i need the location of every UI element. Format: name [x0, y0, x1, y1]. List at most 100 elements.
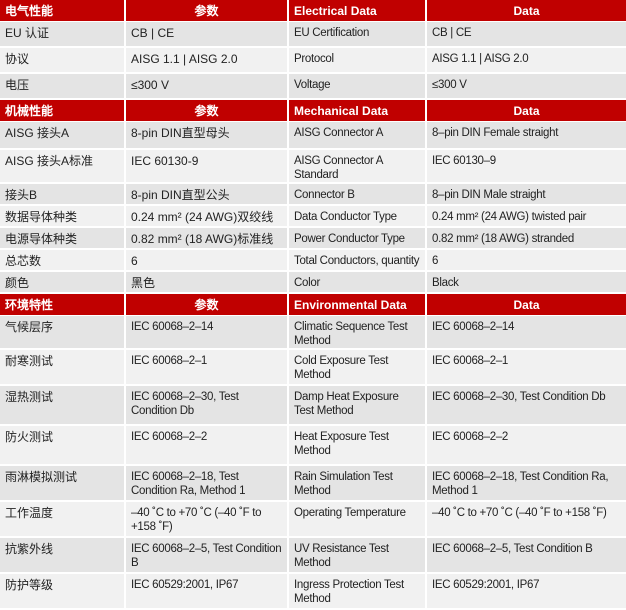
table-row: 数据导体种类 0.24 mm² (24 AWG)双绞线 Data Conductor…	[0, 205, 626, 228]
header-en-value: Data	[426, 99, 626, 122]
cn-label-cell: 湿热测试	[0, 385, 126, 426]
cn-label-cell: 气候层序	[0, 315, 126, 350]
table-row: 耐寒测试 IEC 60068–2–1 Cold Exposure Test Meth…	[0, 349, 626, 386]
cn-label-cell: 抗紫外线	[0, 537, 126, 574]
en-label-cell: AISG Connector A Standard	[288, 149, 427, 184]
table-row: 防火测试 IEC 60068–2–2 Heat Exposure Test Meth…	[0, 425, 626, 466]
cn-value-cell: IEC 60068–2–18, Test Condition Ra, Metho…	[125, 465, 289, 502]
cn-label-cell: 防护等级	[0, 573, 126, 610]
cn-label-cell: 耐寒测试	[0, 349, 126, 386]
en-value-cell: IEC 60068–2–18, Test Condition Ra, Metho…	[426, 465, 626, 502]
en-value-cell: IEC 60068–2–30, Test Condition Db	[426, 385, 626, 426]
cn-value-cell: 0.24 mm² (24 AWG)双绞线	[125, 205, 289, 228]
en-label-cell: Power Conductor Type	[288, 227, 427, 250]
table-row: 雨淋模拟测试 IEC 60068–2–18, Test Condition Ra,…	[0, 465, 626, 502]
table-row: 电源导体种类 0.82 mm² (18 AWG)标准线 Power Conducto…	[0, 227, 626, 250]
cn-value-cell: 6	[125, 249, 289, 272]
table-row: 颜色 黑色 Color Black	[0, 271, 626, 294]
cn-label-cell: 雨淋模拟测试	[0, 465, 126, 502]
header-en-label: Electrical Data	[288, 0, 427, 22]
header-en-label: Environmental Data	[288, 293, 427, 316]
en-label-cell: Color	[288, 271, 427, 294]
table-row: 总芯数 6 Total Conductors, quantity 6	[0, 249, 626, 272]
en-value-cell: Black	[426, 271, 626, 294]
en-value-cell: AISG 1.1 | AISG 2.0	[426, 47, 626, 74]
cn-value-cell: IEC 60068–2–14	[125, 315, 289, 350]
en-label-cell: Protocol	[288, 47, 427, 74]
en-value-cell: IEC 60529:2001, IP67	[426, 573, 626, 610]
table-row: 湿热测试 IEC 60068–2–30, Test Condition Db Dam…	[0, 385, 626, 426]
en-value-cell: IEC 60068–2–1	[426, 349, 626, 386]
en-value-cell: IEC 60068–2–14	[426, 315, 626, 350]
en-value-cell: 8–pin DIN Male straight	[426, 183, 626, 206]
header-cn-label: 机械性能	[0, 99, 126, 122]
en-value-cell: ≤300 V	[426, 73, 626, 100]
cn-value-cell: –40 ˚C to +70 ˚C (–40 ˚F to +158 ˚F)	[125, 501, 289, 538]
header-cn-label: 电气性能	[0, 0, 126, 22]
table-row: 电压 ≤300 V Voltage ≤300 V	[0, 73, 626, 100]
cn-label-cell: AISG 接头A	[0, 121, 126, 150]
table-row: AISG 接头A标准 IEC 60130-9 AISG Connector A St…	[0, 149, 626, 184]
en-label-cell: Operating Temperature	[288, 501, 427, 538]
en-value-cell: 6	[426, 249, 626, 272]
header-en-value: Data	[426, 293, 626, 316]
en-label-cell: UV Resistance Test Method	[288, 537, 427, 574]
header-cn-label: 环境特性	[0, 293, 126, 316]
cn-label-cell: 电源导体种类	[0, 227, 126, 250]
en-value-cell: 0.82 mm² (18 AWG) stranded	[426, 227, 626, 250]
en-label-cell: Total Conductors, quantity	[288, 249, 427, 272]
en-value-cell: IEC 60130–9	[426, 149, 626, 184]
en-value-cell: CB | CE	[426, 21, 626, 48]
en-label-cell: Connector B	[288, 183, 427, 206]
cn-label-cell: AISG 接头A标准	[0, 149, 126, 184]
cn-label-cell: EU 认证	[0, 21, 126, 48]
cn-value-cell: 黑色	[125, 271, 289, 294]
cn-label-cell: 总芯数	[0, 249, 126, 272]
cn-value-cell: 0.82 mm² (18 AWG)标准线	[125, 227, 289, 250]
table-row: 工作温度 –40 ˚C to +70 ˚C (–40 ˚F to +158 ˚F)…	[0, 501, 626, 538]
en-label-cell: Data Conductor Type	[288, 205, 427, 228]
cn-value-cell: IEC 60529:2001, IP67	[125, 573, 289, 610]
en-value-cell: –40 ˚C to +70 ˚C (–40 ˚F to +158 ˚F)	[426, 501, 626, 538]
cn-value-cell: 8-pin DIN直型公头	[125, 183, 289, 206]
electrical-section-header: 电气性能 参数 Electrical Data Data	[0, 0, 626, 22]
cn-value-cell: IEC 60068–2–2	[125, 425, 289, 466]
cn-value-cell: IEC 60068–2–5, Test Condition B	[125, 537, 289, 574]
header-en-value: Data	[426, 0, 626, 22]
cn-value-cell: AISG 1.1 | AISG 2.0	[125, 47, 289, 74]
cn-value-cell: IEC 60068–2–30, Test Condition Db	[125, 385, 289, 426]
table-row: EU 认证 CB | CE EU Certification CB | CE	[0, 21, 626, 48]
header-cn-value: 参数	[125, 0, 289, 22]
cn-label-cell: 接头B	[0, 183, 126, 206]
environmental-section-header: 环境特性 参数 Environmental Data Data	[0, 293, 626, 316]
header-cn-value: 参数	[125, 293, 289, 316]
en-value-cell: IEC 60068–2–2	[426, 425, 626, 466]
table-row: AISG 接头A 8-pin DIN直型母头 AISG Connector A 8–p…	[0, 121, 626, 150]
en-label-cell: Rain Simulation Test Method	[288, 465, 427, 502]
table-row: 气候层序 IEC 60068–2–14 Climatic Sequence Test…	[0, 315, 626, 350]
cn-label-cell: 防火测试	[0, 425, 126, 466]
en-value-cell: 8–pin DIN Female straight	[426, 121, 626, 150]
en-label-cell: Climatic Sequence Test Method	[288, 315, 427, 350]
cn-label-cell: 颜色	[0, 271, 126, 294]
cn-value-cell: 8-pin DIN直型母头	[125, 121, 289, 150]
en-label-cell: AISG Connector A	[288, 121, 427, 150]
en-label-cell: Voltage	[288, 73, 427, 100]
en-value-cell: IEC 60068–2–5, Test Condition B	[426, 537, 626, 574]
cn-label-cell: 电压	[0, 73, 126, 100]
cn-value-cell: IEC 60130-9	[125, 149, 289, 184]
en-label-cell: EU Certification	[288, 21, 427, 48]
table-row: 防护等级 IEC 60529:2001, IP67 Ingress Protecti…	[0, 573, 626, 610]
table-row: 接头B 8-pin DIN直型公头 Connector B 8–pin DIN Mal…	[0, 183, 626, 206]
mechanical-section-header: 机械性能 参数 Mechanical Data Data	[0, 99, 626, 122]
cn-value-cell: IEC 60068–2–1	[125, 349, 289, 386]
cn-label-cell: 协议	[0, 47, 126, 74]
cn-label-cell: 工作温度	[0, 501, 126, 538]
header-cn-value: 参数	[125, 99, 289, 122]
en-label-cell: Heat Exposure Test Method	[288, 425, 427, 466]
en-label-cell: Cold Exposure Test Method	[288, 349, 427, 386]
header-en-label: Mechanical Data	[288, 99, 427, 122]
en-value-cell: 0.24 mm² (24 AWG) twisted pair	[426, 205, 626, 228]
table-row: 协议 AISG 1.1 | AISG 2.0 Protocol AISG 1.1 | …	[0, 47, 626, 74]
